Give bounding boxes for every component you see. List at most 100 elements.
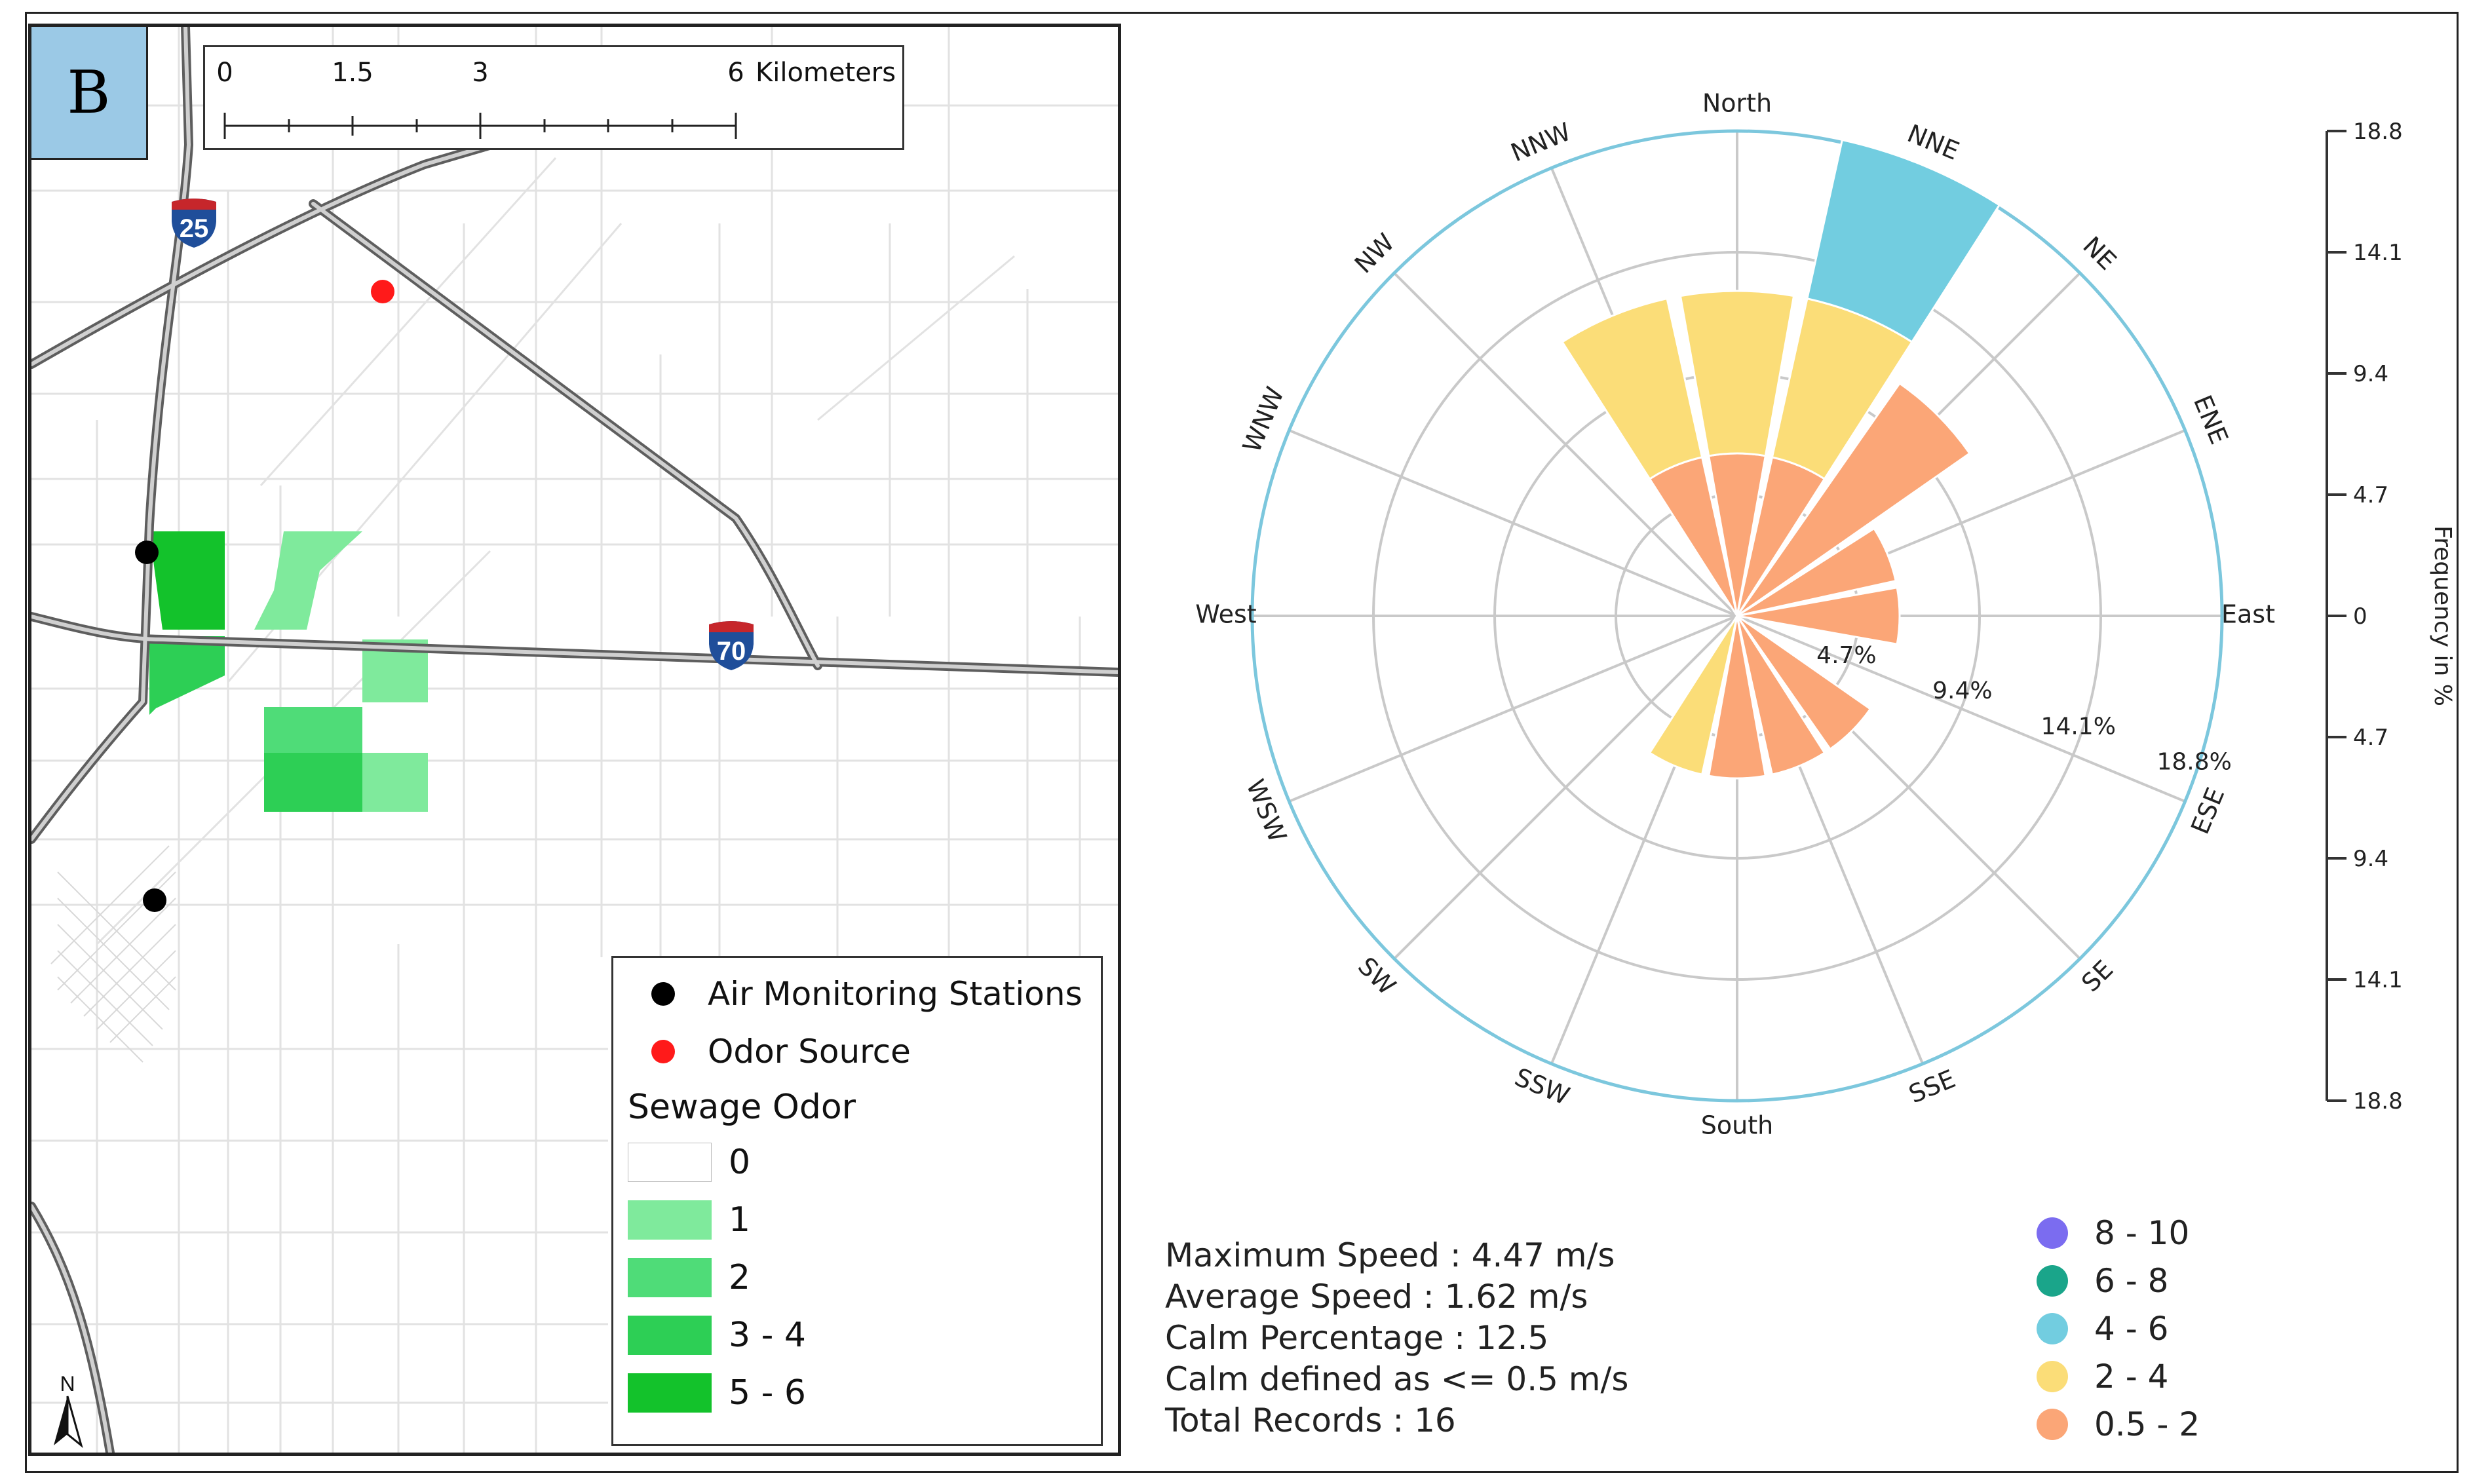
- grid-spoke: [1288, 615, 1738, 803]
- interstate-70-number: 70: [717, 637, 746, 666]
- air-monitoring-station-1: [135, 541, 159, 564]
- orange-dot-icon: [2037, 1408, 2068, 1440]
- shield-body: [172, 199, 216, 248]
- north-label: N: [60, 1372, 75, 1396]
- downtown-grid: [50, 845, 176, 1063]
- odor-source-point: [371, 280, 394, 303]
- map-legend: Air Monitoring Stations Odor Source Sewa…: [611, 956, 1103, 1446]
- direction-label-ese: ESE: [2185, 784, 2230, 838]
- petal-east-0.5-2: [1736, 586, 1901, 646]
- stat-calm-definition: Calm defined as <= 0.5 m/s: [1165, 1360, 1629, 1398]
- petal-se-0.5-2: [1736, 615, 1872, 751]
- legend-class-label: 1: [729, 1200, 751, 1240]
- radial-label: 9.4%: [1932, 677, 1992, 704]
- petal-ene-0.5-2: [1736, 527, 1897, 617]
- speed-legend-item: 2 - 4: [2037, 1352, 2200, 1400]
- panel-label: B: [31, 27, 148, 160]
- interstate-70-shield: 70: [709, 621, 754, 670]
- legend-class-2: 2: [613, 1255, 750, 1301]
- scale-tick-label: 1.5: [332, 58, 374, 88]
- interstate-25-number: 25: [180, 214, 209, 243]
- odor-polygon-3-4: [149, 636, 225, 715]
- rose-petals: [1561, 138, 2001, 780]
- odor-polygon-5-6: [149, 531, 225, 630]
- speed-legend-item: 0.5 - 2: [2037, 1400, 2200, 1448]
- legend-class-3-4: 3 - 4: [613, 1312, 806, 1358]
- frequency-tick-label: 14.1: [2353, 240, 2403, 266]
- direction-label-se: SE: [2076, 955, 2118, 997]
- odor-polygon-3-4b: [264, 753, 362, 812]
- direction-label-north: North: [1702, 89, 1772, 118]
- petal-ssw-2-4: [1648, 615, 1738, 776]
- direction-label-east: East: [2221, 600, 2275, 629]
- grid-spoke: [1736, 615, 2186, 803]
- petal-north-2-4: [1679, 290, 1795, 457]
- legend-class-label: 2: [729, 1258, 751, 1297]
- scale-tick-label: 3: [472, 58, 489, 88]
- legend-class-1: 1: [613, 1197, 750, 1243]
- speed-legend-item: 4 - 6: [2037, 1304, 2200, 1352]
- petal-south-0.5-2: [1707, 615, 1767, 780]
- direction-label-ene: ENE: [2188, 391, 2234, 448]
- direction-label-west: West: [1195, 600, 1256, 629]
- frequency-tick-label: 9.4: [2353, 361, 2388, 387]
- speed-bin-label: 6 - 8: [2094, 1261, 2169, 1300]
- grid-spoke: [1393, 615, 1738, 960]
- shield-top: [172, 199, 216, 210]
- legend-class-label: 0: [729, 1143, 751, 1182]
- direction-label-nne: NNE: [1904, 119, 1964, 166]
- scale-tick-label: 6: [727, 58, 744, 88]
- black-dot-icon: [651, 982, 675, 1006]
- petal-nnw-2-4: [1561, 297, 1704, 481]
- speed-bin-label: 8 - 10: [2094, 1213, 2190, 1252]
- stat-calm-percentage: Calm Percentage : 12.5: [1165, 1319, 1549, 1357]
- grid-spoke: [1288, 428, 1738, 617]
- shield-body: [709, 621, 754, 670]
- swatch-5-6: [628, 1373, 712, 1413]
- stat-average-speed: Average Speed : 1.62 m/s: [1165, 1278, 1588, 1316]
- speed-bin-label: 2 - 4: [2094, 1357, 2169, 1396]
- petal-sse-0.5-2: [1736, 615, 1826, 776]
- direction-label-ne: NE: [2077, 231, 2122, 276]
- direction-label-sse: SSE: [1905, 1064, 1960, 1109]
- radial-label: 4.7%: [1816, 642, 1876, 669]
- street-map: [31, 27, 1118, 1453]
- frequency-tick-label: 4.7: [2353, 725, 2388, 751]
- highways: [31, 27, 1118, 1453]
- scale-unit-label: Kilometers: [756, 58, 896, 88]
- frequency-tick-label: 14.1: [2353, 967, 2403, 993]
- odor-polygon-1: [254, 531, 362, 630]
- swatch-0: [628, 1143, 712, 1182]
- air-monitoring-station-2: [143, 888, 166, 912]
- wind-statistics: Maximum Speed : 4.47 m/s Average Speed :…: [1165, 1235, 1628, 1441]
- legend-label: Air Monitoring Stations: [708, 975, 1082, 1013]
- speed-bin-label: 0.5 - 2: [2094, 1405, 2200, 1443]
- frequency-tick-label: 4.7: [2353, 482, 2388, 508]
- map-panel: 25 70 B 0 1.5 3 6 Kilometers: [28, 24, 1121, 1456]
- frequency-axis-title: Frequency in %: [2429, 525, 2456, 706]
- scale-bar: 0 1.5 3 6 Kilometers: [203, 45, 904, 150]
- yellow-dot-icon: [2037, 1360, 2068, 1392]
- speed-legend-item: 8 - 10: [2037, 1209, 2200, 1257]
- speed-legend-item: 6 - 8: [2037, 1257, 2200, 1304]
- odor-polygons: [149, 531, 428, 812]
- odor-polygon-2: [264, 707, 362, 753]
- direction-label-nnw: NNW: [1507, 117, 1575, 168]
- radial-label: 18.8%: [2156, 748, 2231, 775]
- speed-bin-label: 4 - 6: [2094, 1309, 2169, 1348]
- scale-tick-label: 0: [216, 58, 233, 88]
- legend-item-air-monitoring: Air Monitoring Stations: [613, 971, 1082, 1017]
- grid-spoke: [1393, 272, 1738, 617]
- swatch-1: [628, 1200, 712, 1240]
- legend-class-5-6: 5 - 6: [613, 1370, 806, 1416]
- frequency-tick-label: 9.4: [2353, 846, 2388, 872]
- shield-top: [709, 621, 754, 632]
- odor-polygon-1c: [362, 753, 428, 812]
- direction-label-nw: NW: [1349, 228, 1400, 279]
- wind-rose-chart: NorthNNENEENEEastESESESSESouthSSWSWWSWWe…: [1195, 89, 2456, 1140]
- swatch-2: [628, 1258, 712, 1297]
- outer-ring: [1250, 129, 2224, 1103]
- frequency-tick-label: 18.8: [2353, 119, 2403, 145]
- red-dot-icon: [651, 1040, 675, 1063]
